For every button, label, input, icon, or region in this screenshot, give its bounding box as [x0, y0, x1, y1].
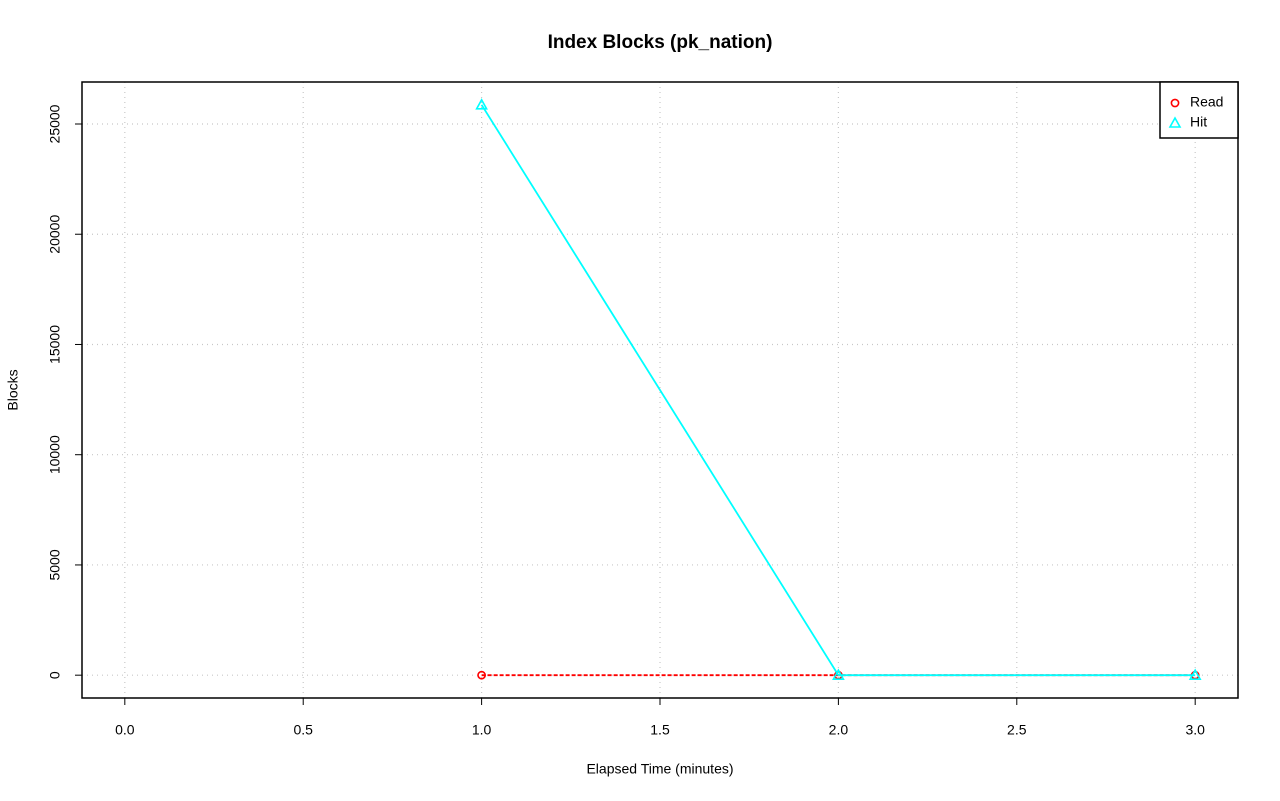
legend-box	[1159, 81, 1239, 139]
point	[475, 98, 488, 110]
y-axis-label: Blocks	[5, 369, 21, 410]
x-tick-label: 1.5	[650, 722, 670, 738]
y-tick-label: 5000	[47, 549, 63, 580]
plot-frame	[81, 81, 1239, 699]
x-tick-label: 0.5	[293, 722, 313, 738]
point	[1188, 668, 1202, 680]
series-line	[480, 104, 1196, 677]
x-tick-label: 1.0	[472, 722, 492, 738]
y-tick-label: 10000	[47, 435, 63, 474]
x-tick-label: 0.0	[115, 722, 135, 738]
y-tick-label: 15000	[47, 325, 63, 364]
point	[832, 668, 845, 680]
y-tick-label: 25000	[47, 104, 63, 143]
legend-label: Read	[1190, 94, 1223, 110]
chart-title: Index Blocks (pk_nation)	[548, 32, 773, 53]
y-tick-label: 20000	[47, 215, 63, 254]
x-tick-label: 2.5	[1007, 722, 1027, 738]
x-axis-label: Elapsed Time (minutes)	[586, 761, 733, 777]
x-tick-label: 3.0	[1185, 722, 1205, 738]
point	[477, 670, 487, 680]
legend-marker	[1170, 98, 1180, 108]
legend-marker	[1168, 116, 1182, 128]
y-tick-label: 0	[47, 671, 63, 679]
x-tick-label: 2.0	[829, 722, 849, 738]
legend-label: Hit	[1190, 114, 1207, 130]
